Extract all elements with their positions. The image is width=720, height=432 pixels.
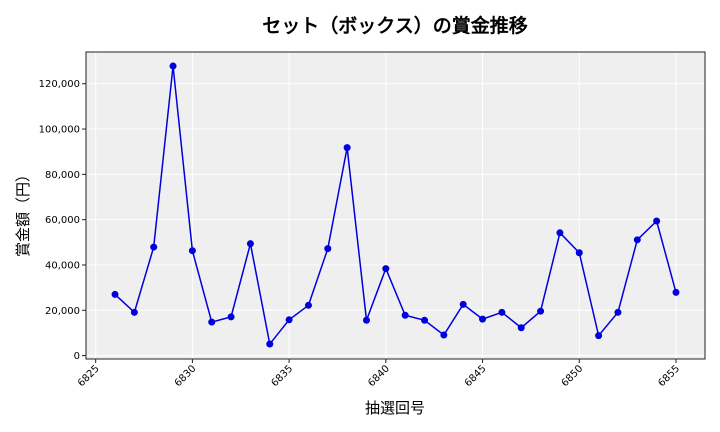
data-point <box>401 311 409 319</box>
y-tick-label: 60,000 <box>45 215 80 226</box>
data-point <box>517 324 525 332</box>
y-tick-label: 120,000 <box>39 79 80 90</box>
data-point <box>343 144 351 152</box>
data-point <box>111 290 119 298</box>
y-tick-label: 0 <box>74 351 80 362</box>
data-point <box>653 217 661 225</box>
data-point <box>614 308 622 316</box>
data-point <box>440 331 448 339</box>
data-point <box>479 315 487 323</box>
y-tick-label: 100,000 <box>39 125 80 136</box>
data-point <box>246 240 254 248</box>
data-point <box>382 265 390 273</box>
y-tick-label: 20,000 <box>45 306 80 317</box>
data-point <box>421 316 429 324</box>
data-point <box>130 308 138 316</box>
data-point <box>150 243 158 251</box>
x-tick-label: 6840 <box>366 363 392 389</box>
plot-frame <box>85 51 706 360</box>
data-point <box>672 288 680 296</box>
data-point <box>575 249 583 257</box>
data-point <box>595 332 603 340</box>
x-tick-label: 6850 <box>560 363 586 389</box>
y-axis-label: 賞金額（円） <box>14 167 32 257</box>
y-axis-ticks: 0 20,000 40,000 60,000 80,000 100,000 120,000 <box>39 79 86 362</box>
chart-title: セット（ボックス）の賞金推移 <box>262 14 527 37</box>
x-tick-label: 6835 <box>269 363 295 389</box>
grid-lines <box>86 52 705 359</box>
data-point <box>169 62 177 70</box>
y-tick-label: 80,000 <box>45 170 80 181</box>
data-point <box>304 301 312 309</box>
y-tick-label: 40,000 <box>45 260 80 271</box>
series-line <box>114 65 677 346</box>
data-point <box>459 300 467 308</box>
data-point <box>362 316 370 324</box>
x-axis-label: 抽選回号 <box>365 399 425 417</box>
x-tick-label: 6855 <box>656 363 682 389</box>
plot-area <box>86 52 705 359</box>
data-point <box>556 229 564 237</box>
x-tick-label: 6825 <box>76 363 102 389</box>
data-point <box>498 308 506 316</box>
x-axis-ticks: 6825 6830 6835 6840 6845 6850 6855 <box>76 359 682 389</box>
data-point <box>324 245 332 253</box>
data-point <box>633 236 641 244</box>
data-point <box>537 307 545 315</box>
data-point <box>285 316 293 324</box>
data-series <box>111 62 680 348</box>
data-point <box>227 313 235 321</box>
x-tick-label: 6845 <box>463 363 489 389</box>
data-point <box>188 247 196 255</box>
data-point <box>266 340 274 348</box>
data-point <box>208 318 216 326</box>
x-tick-label: 6830 <box>173 363 199 389</box>
